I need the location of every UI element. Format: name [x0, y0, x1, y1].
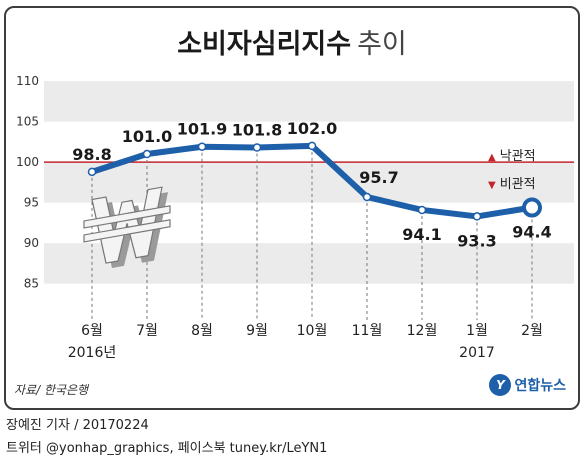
value-label: 94.4 [512, 223, 551, 242]
data-point [252, 143, 262, 152]
y-tick-label: 95 [24, 196, 39, 210]
data-point [197, 142, 207, 151]
x-tick-label: 10월 [297, 323, 328, 339]
byline: 장예진 기자 / 20170224 [6, 418, 149, 433]
value-label: 101.0 [122, 127, 173, 146]
x-tick-label: 7월 [136, 323, 158, 339]
grid-bands [44, 81, 574, 284]
data-point [142, 149, 152, 159]
data-point [417, 205, 427, 215]
chart-card: 소비자심리지수 추이 85 90 95 100 105 110 98.8 101.0 101.9… [4, 6, 580, 410]
grid-band [44, 81, 574, 122]
y-tick-label: 90 [24, 236, 39, 250]
y-tick-label: 110 [16, 74, 39, 88]
x-tick-label: 1월 [466, 323, 488, 339]
logo-text: 연합뉴스 [514, 378, 566, 394]
x-year-label: 2016년 [68, 345, 117, 361]
logo-badge-icon: Y [489, 374, 512, 396]
legend-optimistic: ▲ 낙관적 [488, 145, 536, 164]
data-point [87, 167, 97, 177]
y-axis: 85 90 95 100 105 110 [16, 74, 39, 291]
data-point [362, 192, 372, 202]
data-point [307, 141, 317, 151]
data-point-last [522, 197, 542, 218]
line-chart: 85 90 95 100 105 110 98.8 101.0 101.9 101.8 102.0… [16, 74, 574, 361]
grid-band [44, 243, 574, 284]
y-tick-label: 100 [16, 155, 39, 169]
triangle-down-icon: ▼ [488, 180, 496, 191]
source-note: 자료/ 한국은행 [14, 383, 89, 397]
yonhap-logo: Y 연합뉴스 [489, 374, 566, 396]
x-axis-labels: 6월 2016년 7월 8월 9월 10월 11월 12월 1월 2017 2월 [68, 323, 543, 361]
legend-down-label: 비관적 [499, 177, 536, 192]
x-tick-label: 11월 [352, 323, 383, 339]
x-tick-label: 2월 [521, 323, 543, 339]
value-label: 101.8 [232, 121, 283, 140]
value-label: 102.0 [287, 119, 338, 138]
x-tick-label: 8월 [191, 323, 213, 339]
legend-up-label: 낙관적 [499, 149, 536, 164]
y-tick-label: 105 [16, 115, 39, 129]
value-labels: 98.8 101.0 101.9 101.8 102.0 95.7 94.1 93.3 94.4 [72, 119, 551, 250]
x-tick-label: 9월 [246, 323, 268, 339]
value-label: 94.1 [402, 225, 441, 244]
x-year-label: 2017 [459, 345, 495, 361]
won-icon [83, 186, 171, 269]
x-tick-label: 6월 [81, 323, 103, 339]
y-tick-label: 85 [24, 277, 39, 291]
data-point [472, 212, 482, 221]
social-links: 트위터 @yonhap_graphics, 페이스북 tuney.kr/LeYN… [6, 441, 328, 456]
title-sub: 추이 [357, 29, 407, 60]
value-label: 101.9 [177, 120, 228, 139]
series-points [87, 141, 542, 221]
value-label: 98.8 [72, 145, 111, 164]
value-label: 93.3 [457, 231, 496, 250]
title-main: 소비자심리지수 [177, 29, 352, 60]
chart-title: 소비자심리지수 추이 [6, 22, 578, 61]
legend-pessimistic: ▼ 비관적 [488, 173, 536, 192]
value-label: 95.7 [359, 168, 398, 187]
x-tick-label: 12월 [407, 323, 438, 339]
grid-band [44, 162, 574, 203]
triangle-up-icon: ▲ [488, 152, 496, 163]
